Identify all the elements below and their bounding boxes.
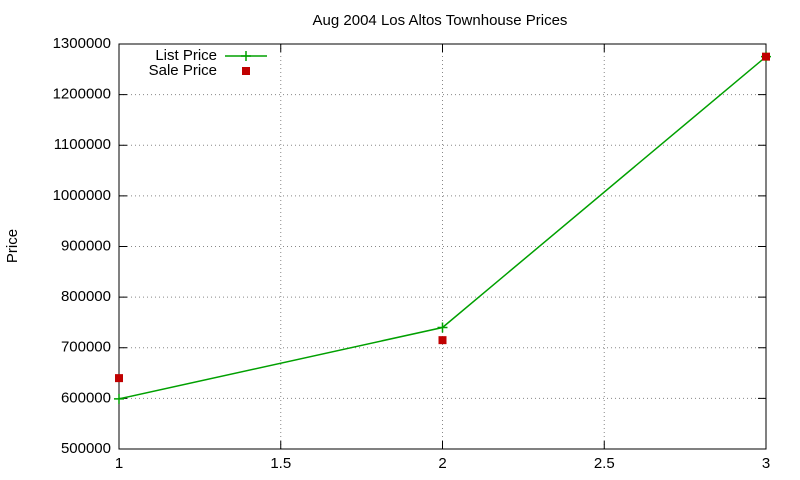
y-tick-label: 800000	[61, 288, 111, 305]
legend-label: List Price	[155, 47, 217, 64]
y-tick-label: 1100000	[54, 136, 111, 153]
y-tick-label: 1000000	[53, 187, 111, 204]
y-tick-label: 900000	[61, 237, 111, 254]
y-axis-label: Price	[4, 229, 21, 263]
y-tick-label: 1200000	[53, 86, 111, 103]
y-tick-label: 700000	[61, 339, 111, 356]
y-tick-label: 1300000	[53, 35, 111, 52]
series-line	[118, 56, 767, 400]
x-tick-label: 3	[762, 455, 770, 472]
x-tick-label: 1	[115, 455, 123, 472]
x-tick-label: 2	[438, 455, 446, 472]
point-marker	[438, 336, 447, 345]
plot-frame	[118, 43, 767, 450]
legend-marker	[241, 51, 251, 61]
x-tick-label: 1.5	[270, 455, 291, 472]
y-tick-label: 600000	[61, 389, 111, 406]
legend-marker	[242, 67, 250, 75]
legend-label: Sale Price	[149, 62, 217, 79]
chart-title: Aug 2004 Los Altos Townhouse Prices	[313, 12, 568, 29]
point-marker	[437, 322, 448, 333]
point-marker	[762, 52, 770, 61]
y-tick-label: 500000	[61, 440, 111, 457]
point-marker	[114, 393, 124, 404]
point-marker	[115, 374, 123, 383]
x-tick-label: 2.5	[594, 455, 615, 472]
